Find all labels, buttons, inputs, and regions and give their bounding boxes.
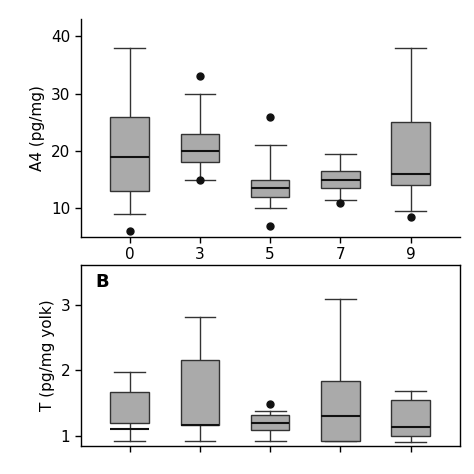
Bar <box>251 180 290 197</box>
Bar <box>321 171 360 188</box>
Bar <box>251 415 290 430</box>
Bar <box>181 134 219 163</box>
Text: B: B <box>96 273 109 291</box>
Y-axis label: T (pg/mg yolk): T (pg/mg yolk) <box>40 300 55 411</box>
Bar <box>110 117 149 191</box>
X-axis label: Incubation period: Incubation period <box>198 268 343 286</box>
Bar <box>110 392 149 423</box>
Bar <box>392 400 430 436</box>
Bar <box>321 382 360 441</box>
Bar <box>181 360 219 425</box>
Y-axis label: A4 (pg/mg): A4 (pg/mg) <box>30 85 45 171</box>
Bar <box>392 122 430 185</box>
